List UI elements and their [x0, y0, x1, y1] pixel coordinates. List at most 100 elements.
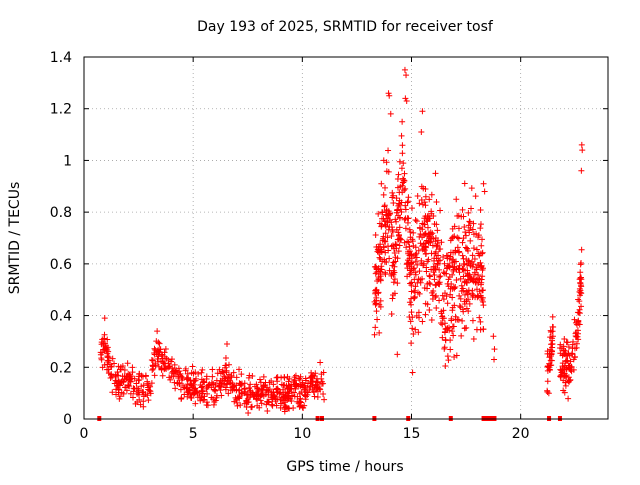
data-point [452, 313, 459, 320]
data-point [159, 355, 166, 362]
data-point [452, 284, 459, 291]
data-point [218, 379, 225, 386]
data-point [457, 295, 464, 302]
data-point [392, 216, 399, 223]
data-point [393, 209, 400, 216]
data-point [434, 260, 441, 267]
data-point [170, 373, 177, 380]
data-point [465, 296, 472, 303]
data-point [199, 383, 206, 390]
data-point [424, 281, 431, 288]
data-point [408, 340, 415, 347]
data-point [373, 287, 380, 294]
data-point [576, 285, 583, 292]
data-point [424, 224, 431, 231]
data-point [395, 200, 402, 207]
data-point [225, 361, 232, 368]
data-point [463, 279, 470, 286]
data-point [560, 387, 567, 394]
data-point [440, 296, 447, 303]
data-point [380, 157, 387, 164]
data-point [224, 374, 231, 381]
data-point [205, 382, 212, 389]
data-point [391, 250, 398, 257]
y-tick-label: 1.4 [50, 50, 72, 66]
data-point [191, 389, 198, 396]
data-point [124, 360, 131, 367]
data-point [477, 281, 484, 288]
data-point [145, 384, 152, 391]
data-point [440, 269, 447, 276]
data-point [171, 361, 178, 368]
data-point [460, 235, 467, 242]
data-point [451, 223, 458, 230]
data-point [310, 388, 317, 395]
data-point [372, 231, 379, 238]
data-point [480, 302, 487, 309]
data-point [465, 308, 472, 315]
data-point [144, 380, 151, 387]
data-point [414, 261, 421, 268]
data-point [547, 334, 554, 341]
data-point [152, 346, 159, 353]
data-point-peak [578, 141, 585, 148]
data-point [399, 150, 406, 157]
data-point [291, 374, 298, 381]
data-point [129, 394, 136, 401]
data-point [478, 264, 485, 271]
data-point [405, 250, 412, 257]
data-point [397, 214, 404, 221]
data-point-peak [490, 333, 497, 340]
data-point [257, 397, 264, 404]
data-point [407, 261, 414, 268]
data-point [426, 307, 433, 314]
data-point [412, 283, 419, 290]
data-point [458, 288, 465, 295]
data-point [246, 384, 253, 391]
data-point [138, 383, 145, 390]
data-point [389, 295, 396, 302]
data-point [382, 230, 389, 237]
data-point [577, 274, 584, 281]
data-point [222, 354, 229, 361]
data-point [461, 298, 468, 305]
data-point [391, 245, 398, 252]
data-point [409, 205, 416, 212]
data-point-peak [432, 170, 439, 177]
data-point [190, 387, 197, 394]
data-point [278, 381, 285, 388]
data-point [423, 268, 430, 275]
data-point [246, 394, 253, 401]
data-point [565, 343, 572, 350]
data-point [144, 392, 151, 399]
data-point [414, 289, 421, 296]
data-point [438, 239, 445, 246]
data-point [238, 389, 245, 396]
data-point [388, 232, 395, 239]
data-point [456, 302, 463, 309]
data-point [375, 210, 382, 217]
data-point [428, 289, 435, 296]
x-tick-label: 20 [512, 426, 530, 442]
data-point-peak [491, 346, 498, 353]
data-point [445, 263, 452, 270]
data-point [156, 340, 163, 347]
data-point [470, 261, 477, 268]
data-point [376, 329, 383, 336]
data-point [382, 184, 389, 191]
data-point [567, 358, 574, 365]
x-tick-label: 0 [80, 426, 89, 442]
data-point [255, 388, 262, 395]
data-point [390, 279, 397, 286]
data-point [429, 242, 436, 249]
data-point [171, 379, 178, 386]
data-point [434, 227, 441, 234]
data-point [225, 390, 232, 397]
data-point [548, 357, 555, 364]
data-point [404, 257, 411, 264]
data-point [373, 269, 380, 276]
data-point [153, 338, 160, 345]
data-point [178, 377, 185, 384]
data-point [398, 236, 405, 243]
data-point [148, 380, 155, 387]
